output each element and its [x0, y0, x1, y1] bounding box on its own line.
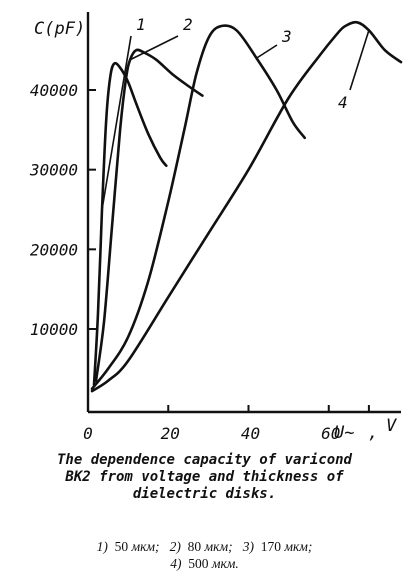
- legend-item-3: 3) 170 мкм;: [243, 539, 313, 554]
- chart-axes: [86, 12, 401, 414]
- legend-item-4: 4) 500 мкм.: [170, 556, 239, 571]
- x-axis-label-sep: ,: [368, 423, 378, 443]
- series-4-line: [90, 20, 403, 393]
- caption-line-1: The dependence capacity of varicond: [56, 452, 352, 468]
- x-tick-label: 0: [83, 424, 93, 443]
- series-1-line: [92, 61, 168, 387]
- legend-unit: мкм.: [211, 556, 239, 571]
- chart-curves: [90, 20, 403, 393]
- thickness-legend: 1) 50 мкм; 2) 80 мкм; 3) 170 мкм; 4) 500…: [0, 538, 409, 572]
- legend-unit: мкм;: [284, 539, 313, 554]
- y-tick-label: 10000: [30, 320, 78, 339]
- curve-leader-2: [129, 35, 179, 61]
- legend-row-2: 4) 500 мкм.: [0, 555, 409, 572]
- chart-ticks: 10000 20000 30000 40000 0 20 40 60: [29, 81, 370, 443]
- caption-line-2: BK2 from voltage and thickness of: [65, 469, 344, 485]
- x-axis-unit: V: [386, 416, 397, 436]
- series-3-line: [90, 24, 306, 391]
- x-tick-label: 60: [321, 424, 340, 443]
- x-tick-label: 20: [161, 424, 180, 443]
- legend-num: 4): [170, 556, 182, 571]
- curve-leader-3: [256, 44, 278, 59]
- legend-num: 3): [242, 539, 254, 554]
- figure-caption: The dependence capacity of varicond BK2 …: [0, 452, 409, 503]
- caption-line-3: dielectric disks.: [132, 486, 277, 502]
- legend-value: 50: [114, 539, 129, 554]
- legend-row-1: 1) 50 мкм; 2) 80 мкм; 3) 170 мкм;: [0, 538, 409, 555]
- legend-num: 1): [96, 539, 108, 554]
- legend-value: 170: [260, 539, 281, 554]
- curve-leader-1: [101, 35, 132, 210]
- y-axis-label: C(pF): [34, 19, 85, 39]
- curve-label-3: 3: [281, 27, 292, 46]
- legend-item-2: 2) 80 мкм;: [170, 539, 233, 554]
- curve-label-2: 2: [183, 15, 193, 34]
- y-tick-label: 30000: [29, 161, 78, 180]
- legend-num: 2): [169, 539, 181, 554]
- legend-value: 80: [187, 539, 202, 554]
- legend-unit: мкм;: [204, 539, 233, 554]
- legend-unit: мкм;: [131, 539, 160, 554]
- curve-label-4: 4: [338, 93, 348, 112]
- chart-canvas: 10000 20000 30000 40000 0 20 40 60 C(pF) U~, V 1 2 3…: [29, 12, 403, 443]
- legend-value: 500: [188, 556, 209, 571]
- series-2-line: [94, 48, 204, 383]
- curve-leader-4: [349, 30, 370, 91]
- y-tick-label: 40000: [30, 81, 78, 100]
- legend-item-1: 1) 50 мкм;: [97, 539, 160, 554]
- x-tick-label: 40: [241, 424, 260, 443]
- chart-labels: C(pF) U~, V 1 2 3 4: [34, 15, 397, 443]
- curve-label-1: 1: [136, 15, 146, 34]
- x-axis-label: U~: [334, 423, 354, 443]
- y-tick-label: 20000: [30, 240, 78, 259]
